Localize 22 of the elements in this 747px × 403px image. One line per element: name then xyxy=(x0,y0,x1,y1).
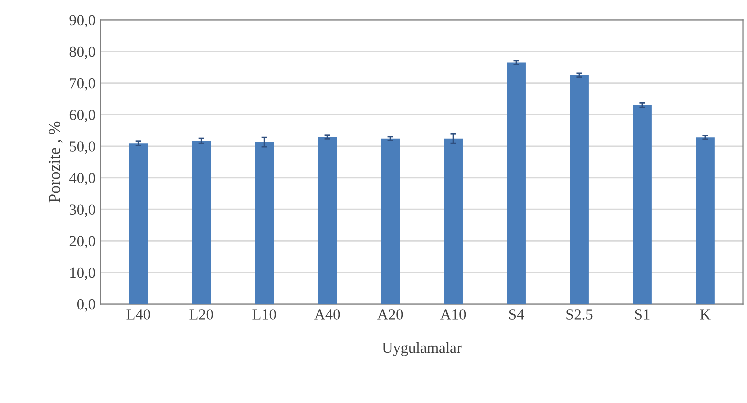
x-tick-label: L10 xyxy=(252,310,276,320)
x-tick-label: A40 xyxy=(314,310,340,320)
x-tick-label: L40 xyxy=(126,310,150,320)
y-tick-label: 70,0 xyxy=(70,78,96,91)
x-tick-label: A10 xyxy=(440,310,466,320)
y-axis-title: Porozite , % xyxy=(49,122,63,203)
y-tick-label: 50,0 xyxy=(70,142,96,154)
y-tick-label: 40,0 xyxy=(70,173,96,186)
x-tick-label: S2.5 xyxy=(566,310,593,320)
x-tick-label: L20 xyxy=(190,310,214,320)
y-tick-label: 30,0 xyxy=(70,204,96,218)
y-tick-label: 0,0 xyxy=(77,299,96,312)
x-tick-label: S1 xyxy=(635,310,650,320)
x-tick-label: S4 xyxy=(509,310,524,320)
x-tick-label: A20 xyxy=(378,310,404,320)
y-tick-label: 90,0 xyxy=(70,15,96,28)
y-tick-label: 80,0 xyxy=(70,46,96,60)
y-tick-label: 60,0 xyxy=(70,110,96,123)
y-tick-label: 20,0 xyxy=(70,236,96,249)
x-axis-title: Uygulamalar xyxy=(382,342,462,356)
x-tick-label: K xyxy=(700,310,711,320)
y-tick-label: 10,0 xyxy=(70,268,96,280)
